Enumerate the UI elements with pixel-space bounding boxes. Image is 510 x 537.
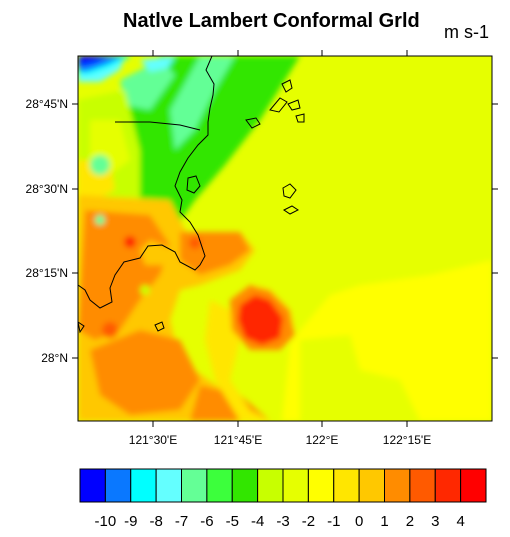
colorbar-swatch — [460, 468, 487, 503]
colorbar-swatch — [231, 468, 259, 503]
colorbar-swatch — [257, 468, 284, 503]
colorbar-label: -7 — [175, 513, 188, 530]
lon-label: 122°15'E — [383, 433, 431, 447]
colorbar-swatch — [155, 468, 183, 503]
coastline — [78, 56, 305, 334]
colorbar-label: 0 — [355, 513, 363, 530]
colorbar-label: -9 — [124, 513, 137, 530]
colorbar-swatch — [104, 468, 132, 503]
colorbar-swatch — [333, 468, 360, 503]
colorbar-swatch — [307, 468, 335, 503]
colorbar-label: -10 — [95, 513, 117, 530]
colorbar-label: -8 — [149, 513, 162, 530]
colorbar-swatch — [79, 468, 106, 503]
lat-label: 28°15'N — [26, 266, 68, 280]
lon-label: 121°45'E — [214, 433, 262, 447]
wind-field — [78, 56, 492, 421]
colorbar-label: -4 — [251, 513, 264, 530]
colorbar-label: -1 — [327, 513, 340, 530]
colorbar-label: 3 — [431, 513, 439, 530]
colorbar-label: -2 — [302, 513, 315, 530]
lat-label: 28°30'N — [26, 182, 68, 196]
map-title: Natlve Lambert Conformal Grld — [123, 10, 420, 32]
colorbar-swatch — [130, 468, 157, 503]
colorbar-labels: -10 -9 -8 -7 -6 -5 -4 -3 -2 -1 0 1 2 3 4 — [95, 513, 465, 530]
lat-axis — [72, 103, 498, 359]
colorbar-label: 4 — [456, 513, 464, 530]
colorbar-swatch — [206, 468, 233, 503]
colorbar-swatch — [181, 468, 208, 503]
colorbar-swatch — [282, 468, 309, 503]
lon-label: 122°E — [306, 433, 339, 447]
units-label: m s-1 — [444, 22, 489, 42]
colorbar-label: 2 — [406, 513, 414, 530]
lat-label: 28°45'N — [26, 97, 68, 111]
lat-label: 28°N — [41, 351, 68, 365]
colorbar-label: -6 — [200, 513, 213, 530]
colorbar-swatch — [409, 468, 436, 503]
colorbar-label: 1 — [380, 513, 388, 530]
colorbar-swatch — [434, 468, 462, 503]
colorbar-label: -3 — [276, 513, 289, 530]
lon-label: 121°30'E — [129, 433, 177, 447]
colorbar-swatch — [358, 468, 386, 503]
colorbar-swatch — [384, 468, 411, 503]
colorbar — [79, 468, 487, 503]
lon-axis — [152, 50, 408, 427]
map-frame — [77, 55, 493, 422]
colorbar-label: -5 — [226, 513, 239, 530]
